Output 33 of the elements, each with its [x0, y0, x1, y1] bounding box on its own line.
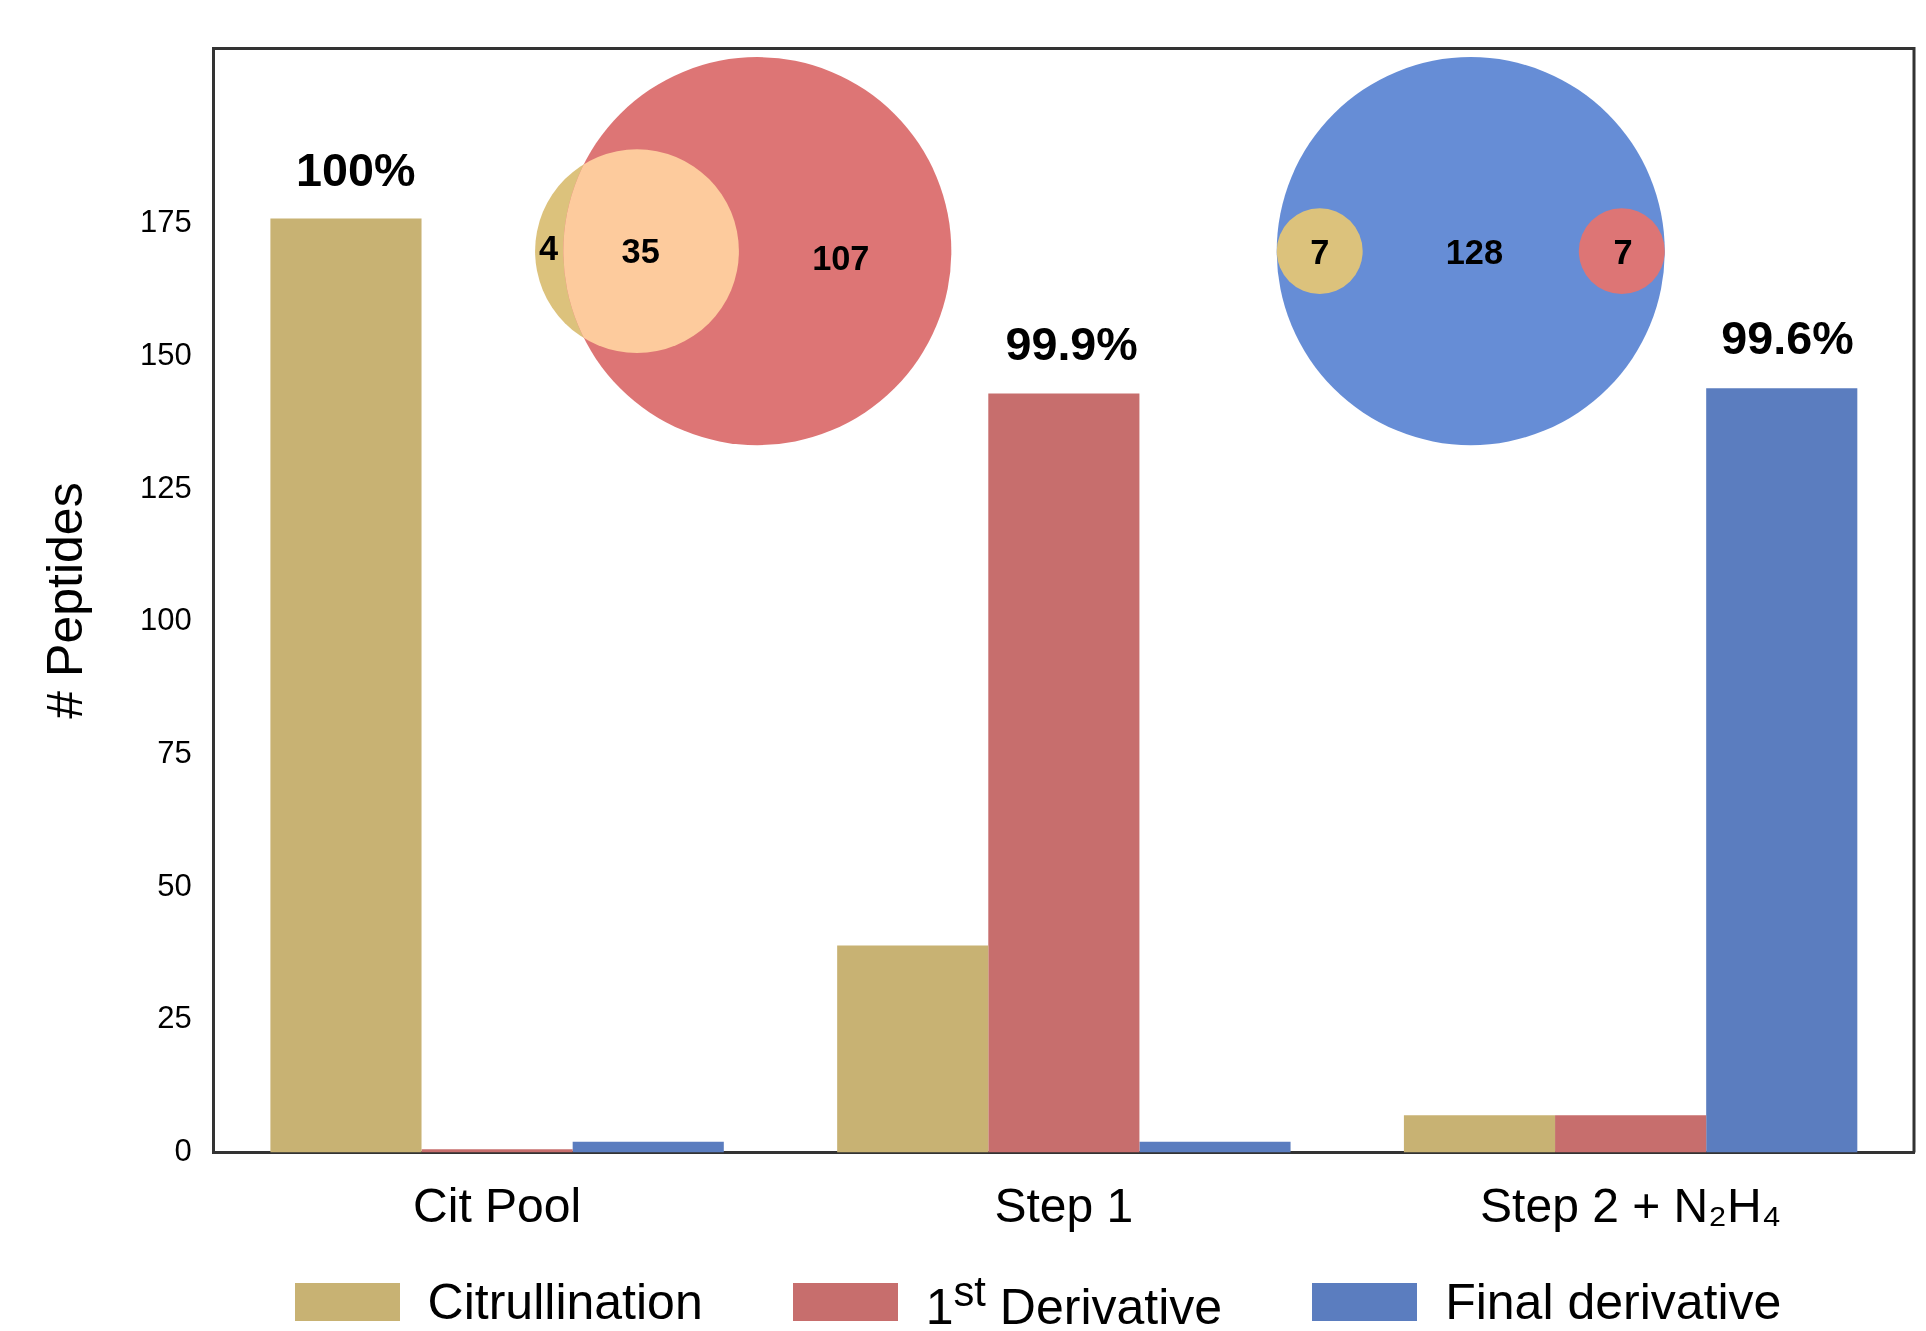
annotation: 7 — [1310, 232, 1330, 271]
x-tick-label: Cit Pool — [413, 1179, 582, 1233]
bar — [1555, 1115, 1707, 1153]
x-tick-label: Step 2 + N₂H₄ — [1480, 1179, 1782, 1233]
annotation: 4 — [539, 229, 559, 268]
y-tick-label: 175 — [139, 204, 192, 240]
y-axis-title: # Peptides — [36, 482, 93, 719]
annotation: 35 — [621, 231, 660, 270]
bar — [572, 1141, 724, 1153]
legend-label: 1$^{st}$ Derivative — [925, 1268, 1223, 1331]
y-tick-label: 150 — [139, 336, 192, 372]
annotation: 99.9% — [1005, 318, 1138, 371]
bar — [837, 945, 989, 1153]
bar — [1139, 1141, 1291, 1153]
annotation: 99.6% — [1721, 312, 1854, 365]
y-tick-label: 125 — [139, 469, 192, 505]
y-tick-label: 25 — [157, 1000, 192, 1036]
annotation: 100% — [296, 144, 416, 197]
bar — [421, 1149, 573, 1153]
bar — [270, 218, 422, 1153]
legend-label: Citrullination — [427, 1272, 703, 1331]
annotation: 107 — [812, 239, 870, 278]
y-tick-label: 100 — [139, 602, 192, 638]
legend-label: Final derivative — [1445, 1272, 1782, 1331]
x-tick-label: Step 1 — [994, 1179, 1134, 1233]
bar — [1706, 388, 1858, 1153]
y-tick-label: 75 — [157, 734, 192, 770]
y-tick-label: 0 — [174, 1132, 192, 1168]
y-tick-label: 50 — [157, 867, 192, 903]
annotation: 128 — [1445, 232, 1504, 271]
annotation: 7 — [1613, 232, 1633, 271]
bar — [1403, 1115, 1556, 1153]
bar — [988, 393, 1140, 1153]
